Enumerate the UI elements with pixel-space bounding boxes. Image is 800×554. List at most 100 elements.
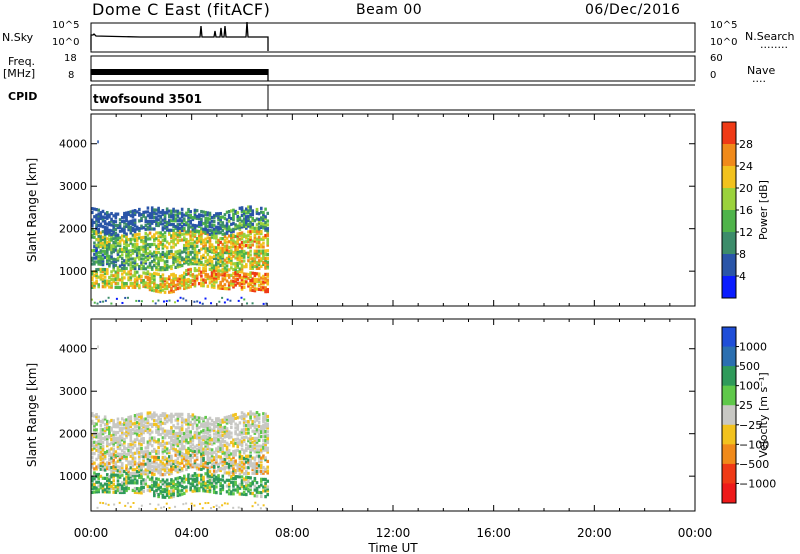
echo-cell — [187, 213, 190, 217]
echo-cell — [238, 455, 242, 459]
echo-cell — [245, 243, 248, 248]
echo-cell — [93, 446, 96, 450]
echo-cell — [236, 216, 240, 221]
echo-cell — [93, 482, 96, 487]
echo-cell — [221, 254, 225, 258]
station-title: Dome C East (fitACF) — [92, 0, 271, 19]
echo-cell — [212, 463, 216, 467]
echo-cell — [170, 273, 173, 277]
echo-cell — [124, 296, 127, 299]
beam-title: Beam 00 — [356, 2, 423, 18]
echo-cell — [230, 252, 233, 257]
echo-cell — [118, 434, 122, 438]
echo-cell — [223, 226, 227, 230]
echo-cell — [155, 428, 158, 432]
echo-cell — [187, 223, 190, 227]
echo-cell — [148, 242, 152, 247]
echo-cell — [219, 447, 222, 451]
echo-cell — [225, 227, 229, 232]
echo-cell — [200, 422, 203, 426]
echo-cell — [163, 220, 167, 224]
echo-cell — [234, 437, 237, 442]
echo-cell — [251, 261, 255, 265]
echo-cell — [185, 259, 188, 263]
echo-cell — [264, 278, 267, 282]
echo-cell — [135, 253, 139, 257]
echo-cell — [200, 462, 203, 466]
echo-cell — [127, 210, 130, 215]
echo-cell — [120, 462, 124, 466]
echo-cell — [127, 212, 130, 216]
echo-cell — [110, 281, 113, 285]
echo-cell — [206, 425, 210, 430]
echo-cell — [172, 494, 175, 499]
echo-cell — [172, 207, 175, 211]
echo-cell — [95, 275, 98, 279]
echo-cell — [225, 478, 229, 482]
echo-cell — [217, 246, 220, 250]
echo-cell — [253, 229, 257, 234]
echo-cell — [253, 249, 257, 253]
echo-cell — [174, 301, 177, 304]
echo-cell — [101, 420, 105, 424]
echo-cell — [185, 213, 188, 217]
echo-cell — [150, 267, 154, 271]
echo-cell — [225, 279, 229, 283]
echo-cell — [225, 455, 229, 459]
echo-cell — [170, 469, 173, 474]
echo-cell — [212, 450, 216, 454]
echo-cell — [170, 480, 173, 484]
echo-cell — [155, 490, 158, 494]
echo-cell — [259, 430, 263, 435]
echo-cell — [262, 448, 265, 452]
echo-cell — [103, 283, 107, 287]
echo-cell — [135, 246, 139, 250]
echo-cell — [174, 418, 178, 422]
echo-cell — [182, 455, 186, 459]
echo-cell — [165, 256, 169, 260]
echo-cell — [101, 444, 105, 448]
echo-cell — [193, 212, 197, 216]
echo-cell — [200, 274, 203, 278]
echo-cell — [179, 296, 182, 299]
echo-cell — [230, 425, 233, 430]
echo-cell — [219, 489, 222, 493]
echo-cell — [116, 417, 120, 421]
nave-tick-top: 60 — [710, 53, 723, 64]
echo-cell — [191, 262, 195, 266]
echo-cell — [221, 260, 225, 264]
echo-cell — [120, 452, 124, 457]
nsky-trace — [90, 21, 269, 51]
echo-cell — [180, 281, 184, 285]
echo-cell — [120, 417, 124, 421]
echo-cell — [178, 226, 182, 231]
echo-cell — [251, 239, 255, 243]
echo-cell — [240, 428, 244, 432]
echo-cell — [107, 503, 110, 506]
echo-cell — [208, 428, 212, 432]
echo-cell — [202, 270, 205, 274]
echo-cell — [182, 464, 186, 468]
echo-cell — [129, 221, 133, 225]
echo-cell — [114, 432, 118, 436]
echo-cell — [253, 442, 257, 446]
echo-cell — [242, 490, 246, 494]
echo-cell — [93, 252, 96, 256]
echo-cell — [242, 486, 246, 491]
echo-cell — [93, 231, 96, 236]
echo-cell — [240, 456, 244, 461]
echo-cell — [155, 221, 158, 226]
echo-cell — [153, 438, 156, 442]
echo-cell — [138, 447, 141, 451]
echo-cell — [91, 483, 94, 487]
echo-cell — [245, 460, 248, 464]
echo-cell — [93, 414, 96, 418]
velocity-ylabel: Slant Range [km] — [25, 363, 39, 467]
echo-cell — [140, 491, 143, 495]
echo-cell — [150, 277, 154, 281]
echo-cell — [138, 247, 141, 252]
echo-cell — [238, 440, 242, 444]
echo-cell — [133, 488, 137, 493]
echo-cell — [148, 237, 152, 241]
echo-cell — [168, 470, 171, 474]
